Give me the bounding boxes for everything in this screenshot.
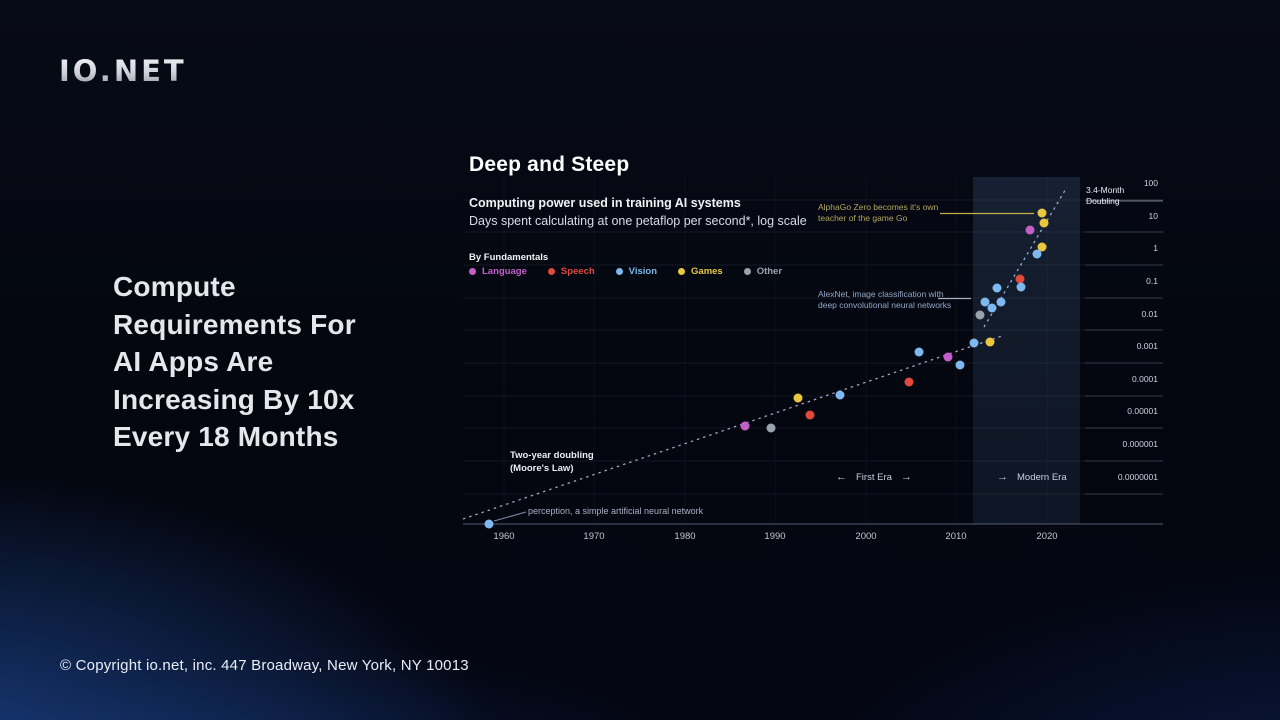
data-point-vision <box>987 303 997 313</box>
x-axis-tick: 2020 <box>1036 531 1058 542</box>
chart-subtitle: Days spent calculating at one petaflop p… <box>469 214 807 228</box>
y-axis-tick: 0.000001 <box>1122 439 1158 449</box>
legend-dot-icon <box>615 268 623 275</box>
data-point-vision <box>996 297 1006 307</box>
data-point-games <box>1037 208 1047 218</box>
y-axis-tick: 0.0000001 <box>1117 472 1158 482</box>
modern-era-text: Modern Era <box>1017 471 1067 483</box>
legend-dot-icon <box>743 268 751 275</box>
data-point-vision <box>992 283 1002 293</box>
data-point-vision <box>980 297 990 307</box>
data-point-speech <box>904 377 914 387</box>
legend-item-speech: Speech <box>547 266 595 277</box>
data-point-vision <box>955 360 965 370</box>
chart-subtitle-bold: Computing power used in training AI syst… <box>469 196 741 210</box>
legend-label: Language <box>482 266 527 277</box>
legend-label: Vision <box>628 266 658 277</box>
y-axis-tick: 1 <box>1153 243 1158 253</box>
x-axis-tick: 2000 <box>855 531 877 542</box>
right-arrow-icon: → <box>997 471 1008 483</box>
perceptron-connector-line <box>493 511 527 522</box>
y-axis-tick: 0.001 <box>1136 341 1158 351</box>
y-axis-tick: 10 <box>1148 211 1158 221</box>
copyright-footer: © Copyright io.net, inc. 447 Broadway, N… <box>60 657 469 674</box>
modern-era-band <box>973 177 1080 524</box>
logo-text: IO.NET <box>59 54 187 88</box>
y-axis-tick: 0.01 <box>1141 309 1158 319</box>
data-point-games <box>793 393 803 403</box>
legend-dot-icon <box>547 268 555 275</box>
x-axis-tick: 1970 <box>583 531 605 542</box>
legend-item-other: Other <box>743 266 783 277</box>
legend-item-vision: Vision <box>615 266 658 277</box>
y-axis-tick: 0.00001 <box>1127 406 1158 416</box>
slide-headline: Compute Requirements For AI Apps Are Inc… <box>113 271 356 452</box>
y-axis-tick: 0.1 <box>1146 276 1158 286</box>
legend-dot-icon <box>469 268 476 275</box>
legend: Language Speech Vision Games Other <box>469 266 803 277</box>
x-axis-tick: 1960 <box>493 531 515 542</box>
data-point-vision <box>969 338 979 348</box>
data-point-language <box>1025 225 1035 235</box>
annotation-moores-law: Two-year doubling (Moore's Law) <box>510 450 594 474</box>
x-axis-tick: 1980 <box>674 531 696 542</box>
annotation-alphago: AlphaGo Zero becomes it's own teacher of… <box>818 202 939 223</box>
legend-dot-icon <box>678 268 686 275</box>
data-point-speech <box>1015 274 1025 284</box>
data-point-language <box>740 421 750 431</box>
legend-label: Games <box>691 266 723 277</box>
data-point-language <box>943 352 953 362</box>
legend-item-games: Games <box>678 266 723 277</box>
data-point-vision <box>835 390 845 400</box>
y-axis-tick: 0.0001 <box>1132 374 1158 384</box>
left-arrow-icon: ← <box>836 471 847 483</box>
data-point-speech <box>805 410 815 420</box>
right-arrow-icon: → <box>900 471 912 483</box>
modern-era-label: → Modern Era <box>997 471 1067 483</box>
ionet-logo: IO.NET <box>59 54 187 88</box>
annotation-perceptron: perception, a simple artificial neural n… <box>528 506 704 516</box>
legend-title: By Fundamentals <box>469 252 549 263</box>
legend-item-language: Language <box>469 266 527 277</box>
data-point-vision <box>484 519 494 529</box>
modern-trend-line <box>983 186 1068 328</box>
legend-label: Other <box>756 266 783 277</box>
data-point-games <box>1037 242 1047 252</box>
annotation-alexnet: AlexNet, image classification with deep … <box>818 289 952 310</box>
legend-label: Speech <box>560 266 595 277</box>
data-point-vision <box>1016 282 1026 292</box>
data-point-games <box>985 337 995 347</box>
data-point-other <box>766 423 776 433</box>
chart-title: Deep and Steep <box>469 153 630 176</box>
y-axis-tick: 100 <box>1143 178 1158 188</box>
annotation-34-month-doubling: 3.4-Month Doubling <box>1086 185 1125 206</box>
x-axis-tick: 2010 <box>945 531 967 542</box>
first-era-text: First Era <box>856 471 892 483</box>
data-point-games <box>1039 218 1049 228</box>
data-point-vision <box>1032 249 1042 259</box>
first-era-label: ← First Era → <box>836 471 912 483</box>
data-point-vision <box>914 347 924 357</box>
data-point-other <box>975 310 985 320</box>
x-axis-tick: 1990 <box>764 531 786 542</box>
